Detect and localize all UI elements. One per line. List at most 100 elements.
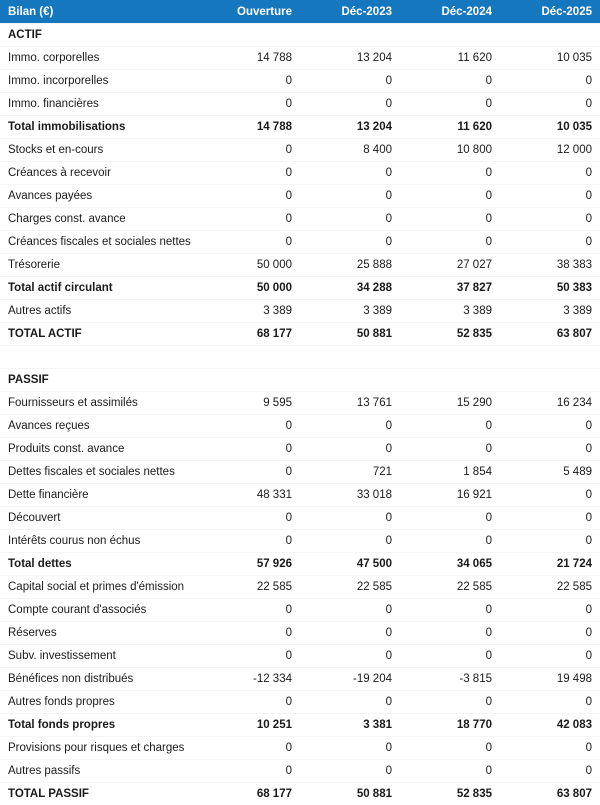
row-label: Immo. financières [0, 93, 200, 116]
section-header-row[interactable]: ACTIF [0, 24, 600, 47]
column-header-ouverture[interactable]: Ouverture [200, 0, 300, 24]
cell-dec2025: 0 [500, 645, 600, 668]
column-header-dec2025[interactable]: Déc-2025 [500, 0, 600, 24]
cell-dec2024: -3 815 [400, 668, 500, 691]
row-label: Immo. incorporelles [0, 70, 200, 93]
cell-dec2023: 0 [300, 507, 400, 530]
cell-dec2025: 10 035 [500, 116, 600, 139]
cell-dec2023: 0 [300, 162, 400, 185]
cell-dec2025: 50 383 [500, 277, 600, 300]
cell-ouverture: 0 [200, 691, 300, 714]
cell-dec2024: 22 585 [400, 576, 500, 599]
column-header-dec2023[interactable]: Déc-2023 [300, 0, 400, 24]
cell-dec2024: 0 [400, 622, 500, 645]
column-header-label[interactable]: Bilan (€) [0, 0, 200, 24]
cell-dec2025: 0 [500, 162, 600, 185]
cell-dec2023: 0 [300, 760, 400, 783]
cell-ouverture: 0 [200, 231, 300, 254]
cell-dec2024: 0 [400, 691, 500, 714]
cell-dec2025: 0 [500, 231, 600, 254]
cell-ouverture: 50 000 [200, 254, 300, 277]
cell-dec2023 [300, 369, 400, 392]
cell-dec2023: 0 [300, 645, 400, 668]
cell-dec2024: 0 [400, 185, 500, 208]
cell-ouverture: 10 251 [200, 714, 300, 737]
row-label: Capital social et primes d'émission [0, 576, 200, 599]
cell-dec2023: 47 500 [300, 553, 400, 576]
table-row[interactable]: Capital social et primes d'émission 22 58… [0, 576, 600, 599]
cell-dec2024: 27 027 [400, 254, 500, 277]
cell-dec2023: 34 288 [300, 277, 400, 300]
cell-ouverture: 0 [200, 737, 300, 760]
cell-dec2024: 16 921 [400, 484, 500, 507]
table-row[interactable]: Bénéfices non distribués-12 334-19 204-3… [0, 668, 600, 691]
cell-dec2024 [400, 346, 500, 369]
cell-dec2025 [500, 369, 600, 392]
cell-dec2023: 13 761 [300, 392, 400, 415]
cell-dec2025: 0 [500, 622, 600, 645]
cell-dec2024: 37 827 [400, 277, 500, 300]
cell-ouverture: 0 [200, 645, 300, 668]
row-label: Compte courant d'associés [0, 599, 200, 622]
cell-ouverture: 50 000 [200, 277, 300, 300]
cell-dec2025: 0 [500, 599, 600, 622]
cell-ouverture: 14 788 [200, 47, 300, 70]
cell-ouverture: 0 [200, 507, 300, 530]
cell-dec2025: 0 [500, 507, 600, 530]
cell-dec2024: 1 854 [400, 461, 500, 484]
row-label: TOTAL PASSIF [0, 783, 200, 805]
row-label: Subv. investissement [0, 645, 200, 668]
row-label: Avances reçues [0, 415, 200, 438]
row-label: Découvert [0, 507, 200, 530]
cell-ouverture: 0 [200, 208, 300, 231]
cell-dec2023: -19 204 [300, 668, 400, 691]
cell-dec2024: 11 620 [400, 47, 500, 70]
cell-dec2024 [400, 369, 500, 392]
cell-dec2023: 0 [300, 530, 400, 553]
cell-dec2025: 0 [500, 760, 600, 783]
cell-dec2024: 0 [400, 93, 500, 116]
cell-dec2024: 0 [400, 737, 500, 760]
column-header-dec2024[interactable]: Déc-2024 [400, 0, 500, 24]
cell-ouverture: 68 177 [200, 323, 300, 346]
row-label: Autres fonds propres [0, 691, 200, 714]
row-label: Dettes fiscales et sociales nettes [0, 461, 200, 484]
section-header-row[interactable]: PASSIF [0, 369, 600, 392]
cell-dec2025: 63 807 [500, 323, 600, 346]
cell-ouverture [200, 24, 300, 47]
cell-dec2025 [500, 24, 600, 47]
cell-dec2025: 0 [500, 438, 600, 461]
cell-dec2024: 0 [400, 530, 500, 553]
